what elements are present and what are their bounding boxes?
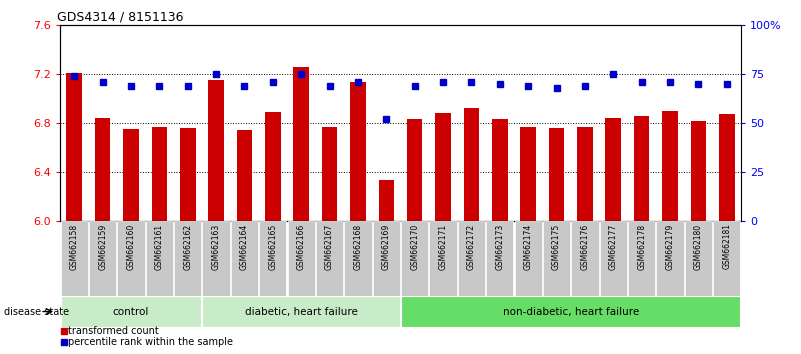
Text: GSM662181: GSM662181 <box>723 223 731 269</box>
Bar <box>372 221 400 296</box>
Bar <box>628 221 655 296</box>
Text: GSM662174: GSM662174 <box>524 223 533 270</box>
Text: GSM662176: GSM662176 <box>581 223 590 270</box>
Bar <box>260 221 287 296</box>
Bar <box>549 128 565 221</box>
Text: diabetic, heart failure: diabetic, heart failure <box>245 307 358 316</box>
Bar <box>492 119 508 221</box>
Bar <box>486 221 513 296</box>
Bar <box>208 80 224 221</box>
Text: GSM662167: GSM662167 <box>325 223 334 270</box>
Bar <box>118 221 145 296</box>
Bar <box>265 112 280 221</box>
Text: GSM662171: GSM662171 <box>439 223 448 270</box>
Text: GSM662165: GSM662165 <box>268 223 277 270</box>
Bar <box>316 221 343 296</box>
Text: control: control <box>113 307 149 316</box>
Bar <box>344 221 372 296</box>
Bar <box>634 116 650 221</box>
Text: GSM662168: GSM662168 <box>353 223 362 270</box>
Text: transformed count: transformed count <box>68 326 159 336</box>
Text: percentile rank within the sample: percentile rank within the sample <box>68 337 233 347</box>
Text: GSM662162: GSM662162 <box>183 223 192 270</box>
Bar <box>203 296 400 327</box>
Text: GSM662166: GSM662166 <box>296 223 306 270</box>
Bar <box>571 221 598 296</box>
Bar <box>66 73 82 221</box>
Bar <box>514 221 541 296</box>
Bar <box>600 221 627 296</box>
Text: GSM662159: GSM662159 <box>99 223 107 270</box>
Bar <box>543 221 570 296</box>
Text: GSM662160: GSM662160 <box>127 223 135 270</box>
Bar <box>379 179 394 221</box>
Bar <box>656 221 683 296</box>
Bar <box>690 121 706 221</box>
Bar <box>123 129 139 221</box>
Bar <box>606 118 621 221</box>
Bar <box>464 108 479 221</box>
Bar <box>151 127 167 221</box>
Text: non-diabetic, heart failure: non-diabetic, heart failure <box>502 307 639 316</box>
Bar <box>288 221 315 296</box>
Bar <box>662 111 678 221</box>
Bar <box>719 114 735 221</box>
Text: GSM662178: GSM662178 <box>637 223 646 270</box>
Text: GSM662173: GSM662173 <box>495 223 505 270</box>
Bar <box>174 221 201 296</box>
Bar <box>236 130 252 221</box>
Text: GSM662172: GSM662172 <box>467 223 476 270</box>
Bar <box>435 113 451 221</box>
Bar <box>322 127 337 221</box>
Bar <box>95 118 111 221</box>
Bar <box>203 221 230 296</box>
Text: GSM662180: GSM662180 <box>694 223 702 270</box>
Bar <box>685 221 712 296</box>
Bar <box>401 221 429 296</box>
Text: GSM662177: GSM662177 <box>609 223 618 270</box>
Bar <box>61 296 201 327</box>
Text: GSM662179: GSM662179 <box>666 223 674 270</box>
Text: GSM662170: GSM662170 <box>410 223 419 270</box>
Bar <box>231 221 258 296</box>
Text: GSM662164: GSM662164 <box>240 223 249 270</box>
Bar <box>293 67 309 221</box>
Text: GSM662169: GSM662169 <box>382 223 391 270</box>
Bar <box>458 221 485 296</box>
Bar <box>61 221 88 296</box>
Text: GSM662163: GSM662163 <box>211 223 220 270</box>
Bar <box>429 221 457 296</box>
Text: GSM662161: GSM662161 <box>155 223 164 270</box>
Bar <box>89 221 116 296</box>
Bar <box>407 119 422 221</box>
Bar <box>146 221 173 296</box>
Bar <box>401 296 740 327</box>
Text: GDS4314 / 8151136: GDS4314 / 8151136 <box>57 11 183 24</box>
Bar <box>577 127 593 221</box>
Text: GSM662158: GSM662158 <box>70 223 78 270</box>
Bar <box>350 82 366 221</box>
Text: disease state: disease state <box>4 307 69 316</box>
Bar <box>713 221 740 296</box>
Bar <box>180 128 195 221</box>
Text: GSM662175: GSM662175 <box>552 223 561 270</box>
Bar <box>521 127 536 221</box>
